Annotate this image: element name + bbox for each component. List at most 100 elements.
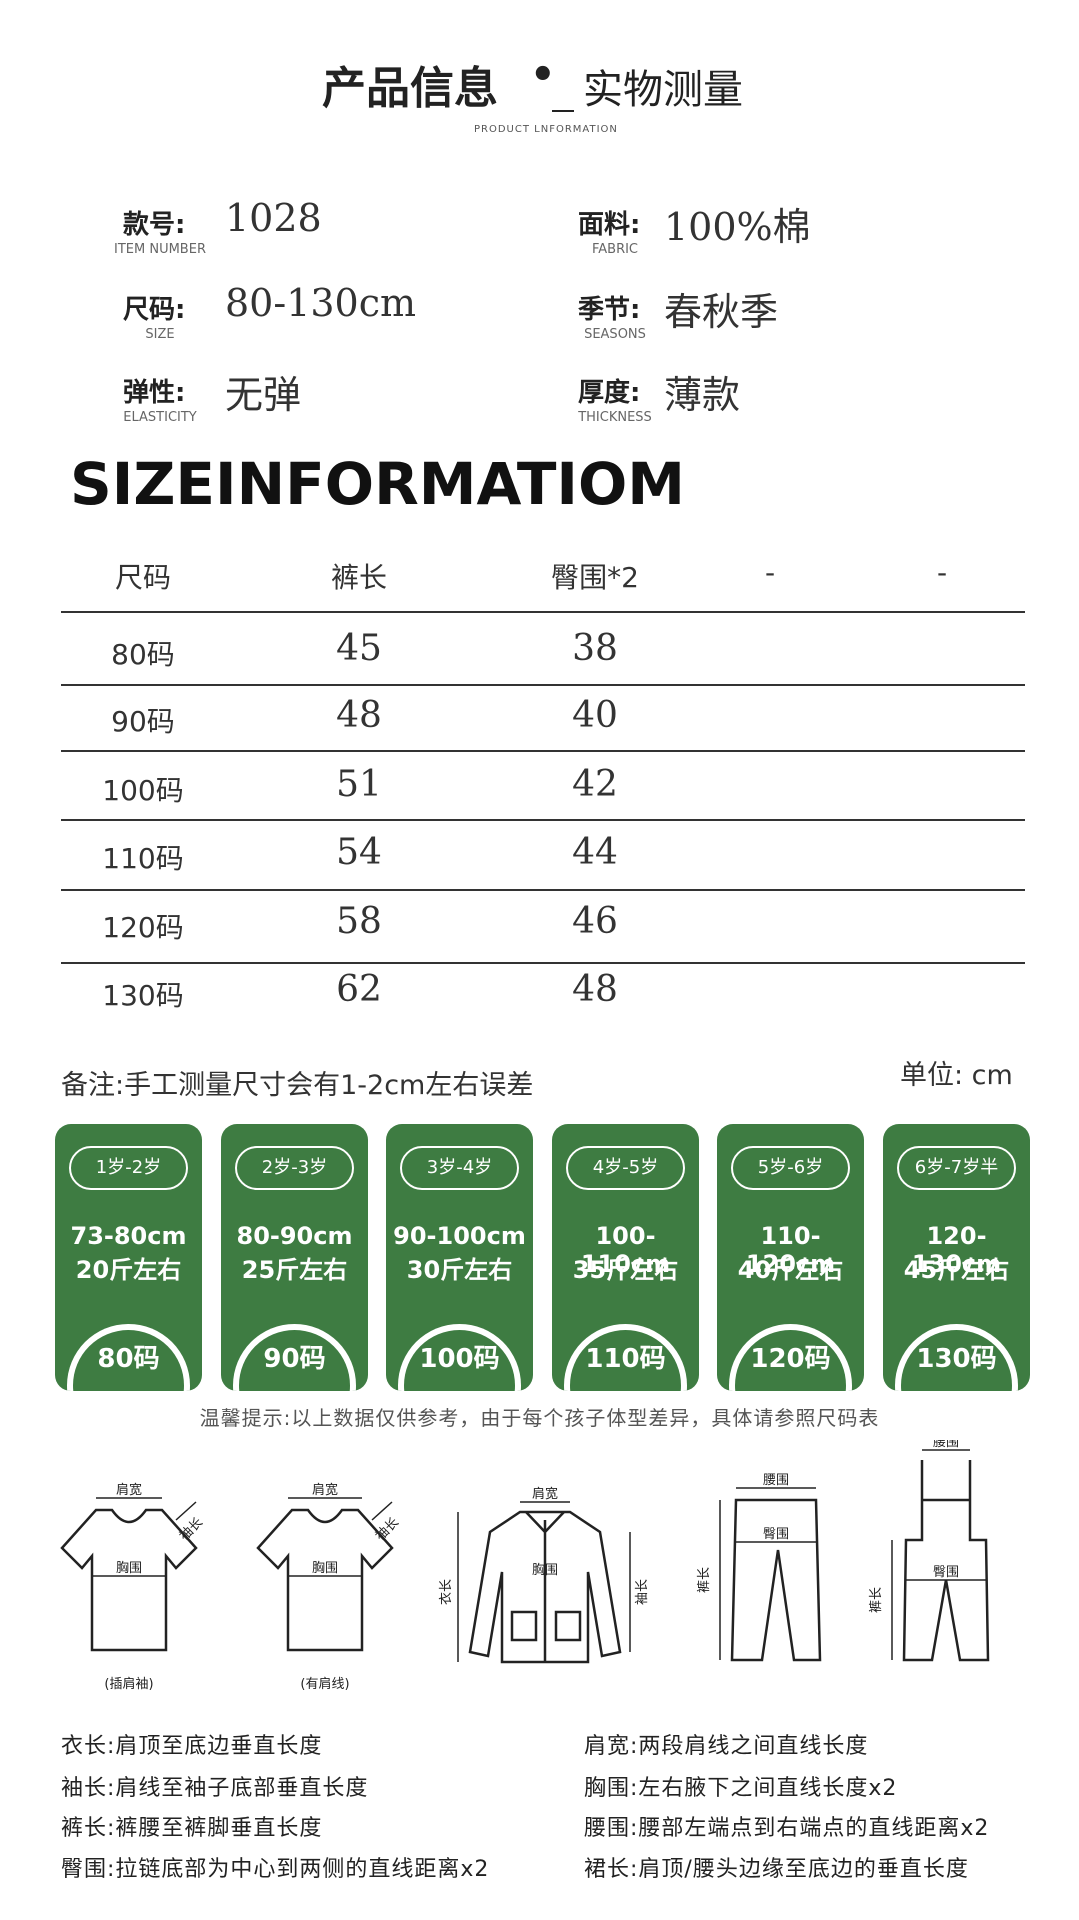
tip: 温馨提示:以上数据仅供参考，由于每个孩子体型差异，具体请参照尺码表 — [199, 1406, 880, 1430]
shoulder-shirt: 肩宽 袖长 胸围 (有肩线) — [256, 1482, 402, 1692]
table-cell: 51 — [336, 764, 382, 805]
age: 4岁-5岁 — [566, 1146, 685, 1190]
english-subtitle: PRODUCT LNFORMATION — [474, 124, 618, 135]
label: 胸围 — [532, 1563, 558, 1578]
table-cell: 62 — [336, 969, 382, 1010]
definition: 肩宽:两段肩线之间直线长度 — [584, 1734, 869, 1759]
label: 胸围 — [116, 1561, 142, 1576]
table-cell: 110码 — [102, 842, 184, 875]
height: 90-100cm — [393, 1222, 526, 1250]
definition: 胸围:左右腋下之间直线长度x2 — [584, 1776, 898, 1801]
table-cell: 44 — [572, 832, 618, 873]
size: 130码 — [916, 1344, 997, 1374]
weight: 25斤左右 — [241, 1256, 348, 1284]
spec-value: 80-130cm — [225, 281, 417, 325]
definition: 腰围:腰部左端点到右端点的直线距离x2 — [584, 1816, 990, 1841]
spec-label: 弹性: — [123, 378, 186, 408]
size-card: 5岁-6岁 110-120cm 40斤左右 120码 — [717, 1124, 864, 1391]
underline — [552, 110, 574, 112]
spec-label: 季节: — [578, 295, 641, 325]
label: 袖长 — [635, 1579, 650, 1605]
size: 110码 — [585, 1344, 666, 1374]
weight: 45斤左右 — [903, 1256, 1010, 1284]
table-rule — [61, 611, 1025, 613]
label: 腰围 — [933, 1440, 959, 1450]
height: 110-120cm — [745, 1222, 836, 1278]
spec-value: 无弹 — [225, 373, 302, 417]
pants: 腰围 臀围 裤长 — [697, 1473, 822, 1662]
table-cell: 46 — [572, 901, 618, 942]
label: 袖长 — [373, 1515, 402, 1544]
spec-label: 款号: — [123, 210, 186, 240]
weight: 30斤左右 — [406, 1256, 513, 1284]
size-card: 2岁-3岁 80-90cm 25斤左右 90码 — [221, 1124, 368, 1391]
label: 胸围 — [312, 1561, 338, 1576]
size: 120码 — [750, 1344, 831, 1374]
table-cell: 58 — [336, 901, 382, 942]
size: 100码 — [419, 1344, 500, 1374]
label: 裤长 — [869, 1587, 884, 1613]
table-cell: 90码 — [111, 705, 175, 738]
definition: 裙长:肩顶/腰头边缘至底边的垂直长度 — [584, 1857, 969, 1882]
table-cell: 42 — [572, 764, 618, 805]
table-rule — [61, 684, 1025, 686]
table-rule — [61, 819, 1025, 821]
weight: 20斤左右 — [75, 1256, 182, 1284]
table-cell: 80码 — [111, 638, 175, 671]
size: 90码 — [263, 1344, 326, 1374]
age: 5岁-6岁 — [731, 1146, 850, 1190]
table-header: - — [936, 556, 948, 589]
raglan-shirt: 肩宽 袖长 胸围 (插肩袖) — [60, 1482, 206, 1692]
table-header: 臀围*2 — [551, 561, 639, 594]
age: 3岁-4岁 — [400, 1146, 519, 1190]
size-card: 4岁-5岁 100-110cm 35斤左右 110码 — [552, 1124, 699, 1391]
table-rule — [61, 889, 1025, 891]
table-cell: 48 — [572, 969, 618, 1010]
table-cell: 100码 — [102, 774, 184, 807]
definition: 裤长:裤腰至裤脚垂直长度 — [61, 1816, 323, 1841]
weight: 40斤左右 — [737, 1256, 844, 1284]
subtitle: 实物测量 — [583, 67, 743, 113]
label: 肩宽 — [116, 1482, 142, 1498]
spec-value: 1028 — [225, 196, 322, 240]
spec-label-en: FABRIC — [591, 242, 639, 257]
size-card: 6岁-7岁半 120-130cm 45斤左右 130码 — [883, 1124, 1030, 1391]
label: 裤长 — [697, 1567, 712, 1593]
spec-value: 100%棉 — [664, 205, 811, 249]
age: 1岁-2岁 — [69, 1146, 188, 1190]
jacket: 肩宽 胸围 衣长 袖长 — [438, 1486, 650, 1664]
spec-label: 面料: — [578, 210, 641, 240]
caption: (插肩袖) — [104, 1676, 153, 1692]
spec-label-en: THICKNESS — [578, 410, 652, 425]
size-card: 1岁-2岁 73-80cm 20斤左右 80码 — [55, 1124, 202, 1391]
height: 120-130cm — [911, 1222, 1002, 1278]
height: 100-110cm — [580, 1222, 671, 1278]
size-heading: SIZEINFORMATIOM — [70, 450, 686, 518]
definition: 袖长:肩线至袖子底部垂直长度 — [61, 1776, 369, 1801]
size-card: 3岁-4岁 90-100cm 30斤左右 100码 — [386, 1124, 533, 1391]
label: 臀围 — [933, 1565, 959, 1580]
size: 80码 — [97, 1344, 160, 1374]
table-header: 尺码 — [114, 561, 171, 594]
table-cell: 54 — [336, 832, 382, 873]
definition: 臀围:拉链底部为中心到两侧的直线距离x2 — [61, 1857, 490, 1882]
label: 臀围 — [763, 1527, 789, 1542]
label: 肩宽 — [312, 1482, 338, 1498]
table-rule — [61, 962, 1025, 964]
table-cell: 40 — [572, 695, 618, 736]
spec-value: 春秋季 — [664, 290, 779, 334]
caption: (有肩线) — [300, 1676, 349, 1692]
definition: 衣长:肩顶至底边垂直长度 — [61, 1734, 323, 1759]
spec-label: 尺码: — [123, 295, 186, 325]
age: 2岁-3岁 — [235, 1146, 354, 1190]
age: 6岁-7岁半 — [897, 1146, 1016, 1190]
table-rule — [61, 750, 1025, 752]
label: 肩宽 — [532, 1486, 558, 1502]
table-cell: 120码 — [102, 911, 184, 944]
label: 腰围 — [763, 1473, 789, 1488]
spec-label: 厚度: — [578, 378, 641, 408]
note: 备注:手工测量尺寸会有1-2cm左右误差 — [61, 1070, 534, 1101]
height: 80-90cm — [236, 1222, 353, 1250]
spec-value: 薄款 — [664, 373, 741, 417]
